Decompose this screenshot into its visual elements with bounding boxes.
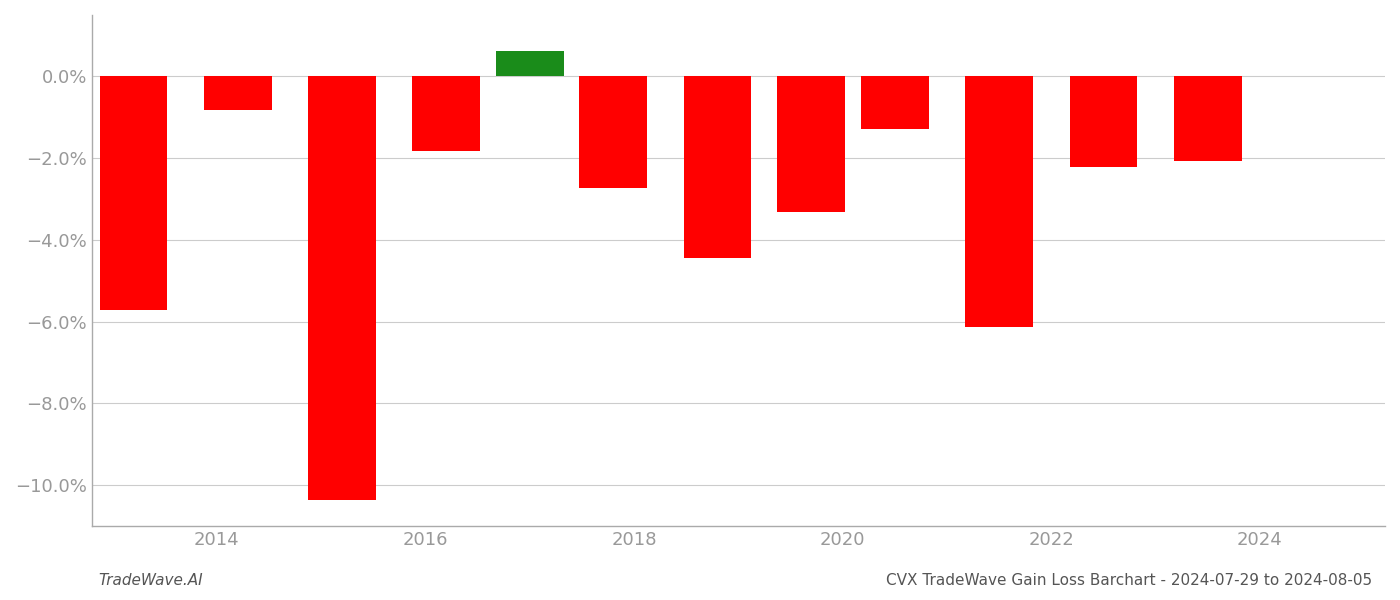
Bar — [965, 76, 1033, 326]
Bar — [413, 76, 480, 151]
Bar — [1173, 76, 1242, 161]
Bar — [99, 76, 168, 310]
Text: TradeWave.AI: TradeWave.AI — [98, 573, 203, 588]
Bar — [777, 76, 846, 212]
Bar — [580, 76, 647, 188]
Text: CVX TradeWave Gain Loss Barchart - 2024-07-29 to 2024-08-05: CVX TradeWave Gain Loss Barchart - 2024-… — [886, 573, 1372, 588]
Bar — [496, 51, 564, 76]
Bar — [861, 76, 928, 128]
Bar — [204, 76, 272, 110]
Bar — [683, 76, 752, 259]
Bar — [308, 76, 377, 500]
Bar — [1070, 76, 1137, 167]
